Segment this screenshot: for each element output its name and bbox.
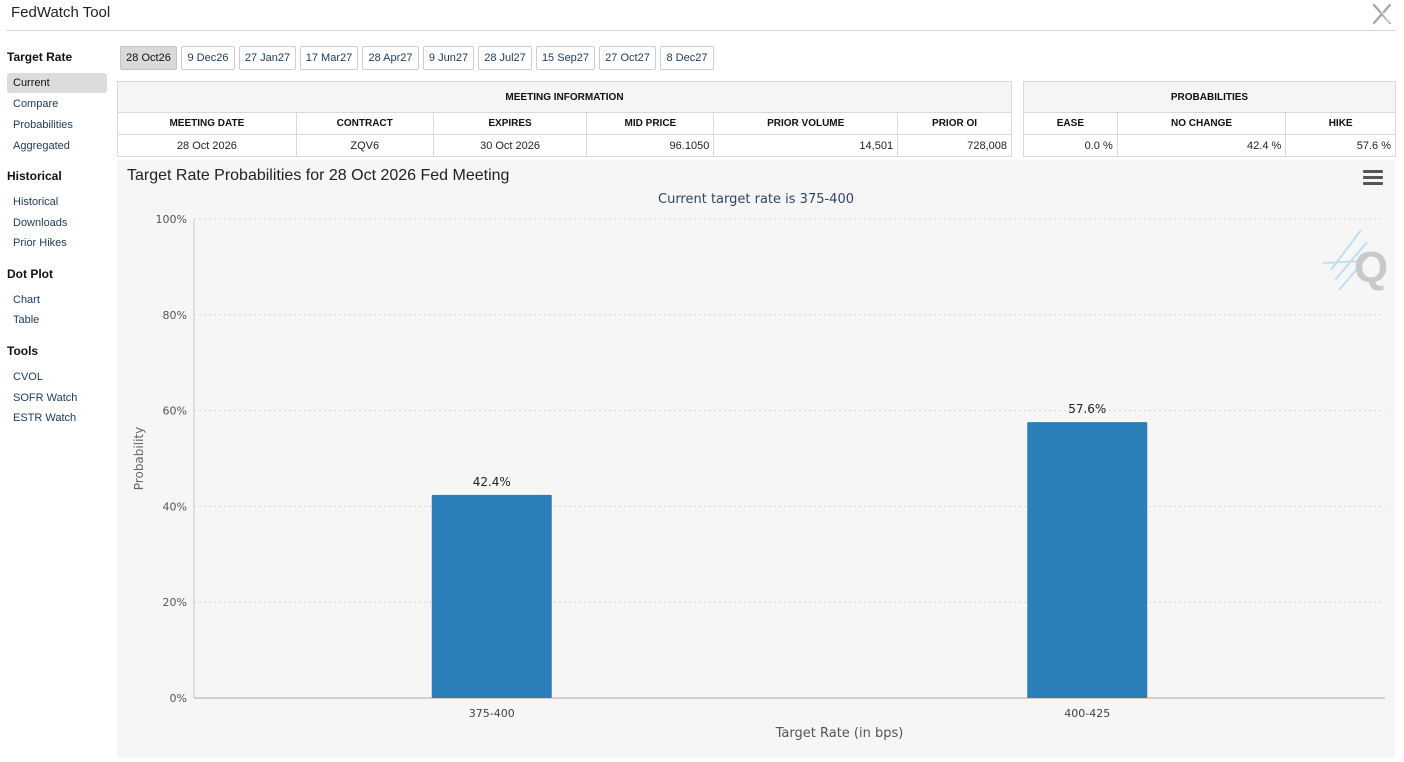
- table-row: 28 Oct 2026 ZQV6 30 Oct 2026 96.1050 14,…: [117, 134, 1012, 157]
- bar-375-400: [431, 494, 552, 698]
- sidebar-item-probabilities[interactable]: Probabilities: [13, 119, 73, 131]
- sidebar-item-estr-watch[interactable]: ESTR Watch: [13, 412, 77, 424]
- table-row: 0.0 % 42.4 % 57.6 %: [1023, 134, 1396, 157]
- sidebar-item-compare[interactable]: Compare: [13, 98, 59, 110]
- bar-chart: Q 0% 20% 40% 60% 80% 100% 42.4% 375-400 57.6% 400-…: [132, 213, 1388, 741]
- col-meeting-date: MEETING DATE: [117, 112, 297, 135]
- sidebar-section-target-rate: Target Rate: [7, 50, 73, 64]
- y-tick-label: 60%: [163, 405, 187, 418]
- chart-panel: Target Rate Probabilities for 28 Oct 202…: [117, 160, 1395, 758]
- tab-8-dec27[interactable]: 8 Dec27: [660, 46, 714, 70]
- prior-oi-value: 728,008: [897, 134, 1012, 157]
- x-close-icon[interactable]: [1370, 2, 1394, 26]
- probabilities-table: PROBABILITIES EASE NO CHANGE HIKE 0.0 % …: [1023, 81, 1396, 157]
- data-label: 57.6%: [1068, 402, 1106, 416]
- contract-value: ZQV6: [295, 134, 434, 157]
- sidebar-item-cvol[interactable]: CVOL: [13, 371, 43, 383]
- y-tick-label: 80%: [163, 309, 187, 322]
- sidebar-section-dot-plot: Dot Plot: [7, 267, 53, 281]
- header-divider: [6, 30, 1396, 31]
- app-header: FedWatch Tool: [0, 0, 1404, 32]
- y-axis-title: Probability: [132, 427, 146, 490]
- chart-title: Target Rate Probabilities for 28 Oct 202…: [127, 167, 510, 184]
- meeting-date-value: 28 Oct 2026: [117, 134, 297, 157]
- col-mid-price: MID PRICE: [586, 112, 715, 135]
- no-change-value: 42.4 %: [1116, 134, 1287, 157]
- probabilities-header: PROBABILITIES: [1023, 81, 1396, 113]
- y-tick-label: 0%: [170, 692, 187, 705]
- sidebar-section-historical: Historical: [7, 169, 62, 183]
- sidebar-item-aggregated[interactable]: Aggregated: [13, 140, 70, 152]
- q-logo-icon: Q: [1322, 229, 1388, 292]
- y-tick-label: 40%: [163, 500, 187, 513]
- data-label: 42.4%: [473, 475, 511, 489]
- tab-28-oct26[interactable]: 28 Oct26: [120, 46, 177, 70]
- sidebar-item-chart[interactable]: Chart: [13, 294, 40, 306]
- col-no-change: NO CHANGE: [1116, 112, 1287, 135]
- y-tick-label: 100%: [156, 213, 187, 226]
- chart-subtitle: Current target rate is 375-400: [658, 192, 854, 207]
- expires-value: 30 Oct 2026: [432, 134, 588, 157]
- sidebar-item-sofr-watch[interactable]: SOFR Watch: [13, 392, 78, 404]
- col-expires: EXPIRES: [432, 112, 588, 135]
- meeting-information-table: MEETING INFORMATION MEETING DATE CONTRAC…: [117, 81, 1012, 157]
- tab-15-sep27[interactable]: 15 Sep27: [536, 46, 595, 70]
- meeting-information-header: MEETING INFORMATION: [117, 81, 1012, 113]
- hamburger-menu-icon[interactable]: [1363, 170, 1383, 188]
- bar-400-425: [1027, 422, 1148, 698]
- tab-17-mar27[interactable]: 17 Mar27: [300, 46, 358, 70]
- hike-value: 57.6 %: [1285, 134, 1396, 157]
- sidebar-section-tools: Tools: [7, 344, 39, 358]
- sidebar-item-historical[interactable]: Historical: [13, 196, 59, 208]
- prior-volume-value: 14,501: [713, 134, 899, 157]
- col-ease: EASE: [1023, 112, 1118, 135]
- y-tick-label: 20%: [163, 596, 187, 609]
- col-hike: HIKE: [1285, 112, 1396, 135]
- ease-value: 0.0 %: [1023, 134, 1118, 157]
- mid-price-value: 96.1050: [586, 134, 715, 157]
- col-contract: CONTRACT: [295, 112, 434, 135]
- sidebar-item-current[interactable]: Current: [7, 73, 107, 93]
- tab-28-jul27[interactable]: 28 Jul27: [478, 46, 532, 70]
- x-axis-title: Target Rate (in bps): [775, 726, 904, 741]
- sidebar-item-table[interactable]: Table: [13, 314, 40, 326]
- app-title: FedWatch Tool: [11, 4, 111, 21]
- tab-9-jun27[interactable]: 9 Jun27: [423, 46, 474, 70]
- col-prior-volume: PRIOR VOLUME: [713, 112, 899, 135]
- tab-27-jan27[interactable]: 27 Jan27: [239, 46, 296, 70]
- col-prior-oi: PRIOR OI: [897, 112, 1012, 135]
- tab-28-apr27[interactable]: 28 Apr27: [362, 46, 419, 70]
- tab-27-oct27[interactable]: 27 Oct27: [599, 46, 656, 70]
- sidebar-item-downloads[interactable]: Downloads: [13, 217, 68, 229]
- x-tick-label: 400-425: [1064, 707, 1110, 720]
- tab-9-dec26[interactable]: 9 Dec26: [181, 46, 235, 70]
- sidebar-item-prior-hikes[interactable]: Prior Hikes: [13, 237, 67, 249]
- x-tick-label: 375-400: [469, 707, 515, 720]
- svg-text:Q: Q: [1354, 243, 1388, 292]
